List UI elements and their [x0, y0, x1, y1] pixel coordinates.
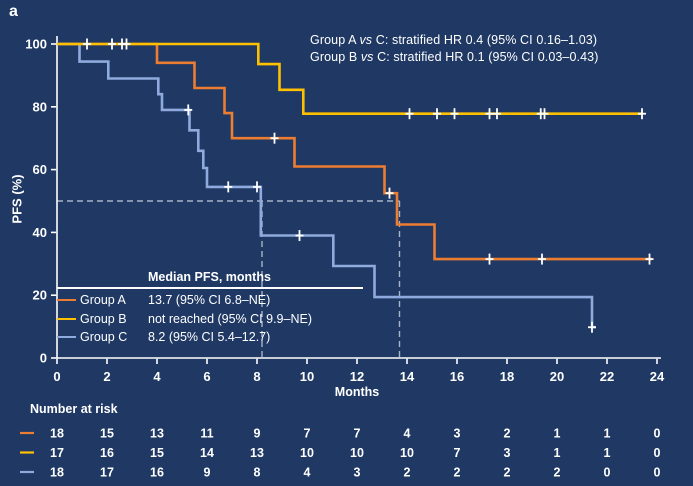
median-row-group-b: Group B not reached (95% CI 9.9–NE) — [57, 310, 363, 329]
group-b-line-swatch — [57, 317, 76, 320]
median-table-header: Median PFS, months — [148, 270, 271, 284]
annotation-text: C: stratified HR 0.4 (95% CI 0.16–1.03) — [372, 33, 598, 47]
risk-count: 4 — [304, 466, 311, 480]
risk-count: 15 — [150, 446, 164, 460]
y-tick-label: 60 — [33, 162, 47, 177]
x-tick-label: 18 — [500, 369, 514, 384]
risk-count: 2 — [554, 466, 561, 480]
y-tick-label: 100 — [25, 37, 47, 52]
annotation-vs: vs — [359, 33, 373, 47]
risk-count: 8 — [254, 466, 261, 480]
x-axis-label: Months — [334, 385, 380, 399]
median-row-group-c: Group C 8.2 (95% CI 5.4–12.7) — [57, 328, 363, 347]
risk-count: 2 — [504, 427, 511, 441]
group-label: Group B — [80, 311, 127, 326]
risk-count: 18 — [50, 427, 64, 441]
median-table-rule — [57, 287, 363, 289]
risk-count: 3 — [354, 466, 361, 480]
y-tick-label: 40 — [33, 225, 47, 240]
median-value: 8.2 (95% CI 5.4–12.7) — [148, 330, 271, 345]
x-tick-label: 2 — [103, 369, 110, 384]
risk-count: 1 — [554, 446, 561, 460]
survival-curve-group-b — [57, 42, 642, 115]
risk-count: 17 — [100, 466, 114, 480]
risk-count: 1 — [604, 446, 611, 460]
risk-count: 13 — [150, 427, 164, 441]
x-tick-label: 6 — [203, 369, 210, 384]
risk-count: 16 — [100, 446, 114, 460]
annotation-text: C: stratified HR 0.1 (95% CI 0.03–0.43) — [373, 50, 599, 64]
risk-count: 0 — [654, 466, 661, 480]
risk-count: 11 — [200, 427, 213, 441]
risk-count: 10 — [300, 446, 314, 460]
hr-annotation-b-vs-c: Group B vs C: stratified HR 0.1 (95% CI … — [310, 50, 598, 64]
risk-count: 7 — [304, 427, 311, 441]
panel-label: a — [9, 3, 18, 20]
risk-count: 0 — [654, 427, 661, 441]
y-tick-label: 80 — [33, 99, 47, 114]
x-tick-label: 14 — [400, 369, 415, 384]
x-tick-label: 22 — [600, 369, 614, 384]
risk-count: 4 — [404, 427, 411, 441]
x-tick-label: 4 — [153, 369, 161, 384]
risk-count: 16 — [150, 466, 164, 480]
y-tick-label: 0 — [40, 351, 47, 366]
median-row-group-a: Group A 13.7 (95% CI 6.8–NE) — [57, 291, 363, 310]
group-label: Group A — [80, 293, 126, 308]
survival-curve-group-c — [57, 42, 596, 329]
risk-count: 3 — [504, 446, 511, 460]
y-axis-label: PFS (%) — [9, 174, 25, 224]
risk-count: 0 — [604, 466, 611, 480]
risk-count: 14 — [200, 446, 214, 460]
risk-count: 9 — [254, 427, 261, 441]
x-tick-label: 12 — [350, 369, 364, 384]
x-tick-label: 10 — [300, 369, 314, 384]
x-tick-label: 20 — [550, 369, 564, 384]
median-pfs-table: Median PFS, months Group A 13.7 (95% CI … — [57, 270, 363, 347]
risk-count: 3 — [454, 427, 461, 441]
median-value: not reached (95% CI 9.9–NE) — [148, 311, 312, 326]
risk-count: 15 — [100, 427, 114, 441]
y-tick-label: 20 — [33, 288, 47, 303]
x-tick-label: 8 — [253, 369, 260, 384]
group-label: Group C — [80, 330, 128, 345]
annotation-text: Group A — [310, 33, 360, 47]
risk-count: 2 — [454, 466, 461, 480]
annotation-vs: vs — [360, 50, 374, 64]
risk-count: 2 — [504, 466, 511, 480]
survival-curve-group-a — [57, 42, 652, 261]
risk-count: 7 — [454, 446, 461, 460]
group-a-line-swatch — [57, 299, 76, 302]
number-at-risk-title: Number at risk — [30, 402, 118, 416]
median-value: 13.7 (95% CI 6.8–NE) — [148, 293, 271, 308]
risk-count: 10 — [350, 446, 364, 460]
risk-count: 2 — [404, 466, 411, 480]
annotation-text: Group B — [310, 50, 361, 64]
risk-count: 17 — [50, 446, 64, 460]
risk-count: 0 — [654, 446, 661, 460]
risk-count: 13 — [250, 446, 264, 460]
x-tick-label: 16 — [450, 369, 464, 384]
x-tick-label: 0 — [53, 369, 60, 384]
risk-count: 9 — [204, 466, 211, 480]
risk-count: 7 — [354, 427, 361, 441]
risk-count: 10 — [400, 446, 414, 460]
hr-annotation-a-vs-c: Group A vs C: stratified HR 0.4 (95% CI … — [310, 33, 597, 47]
risk-count: 18 — [50, 466, 64, 480]
group-c-line-swatch — [57, 336, 76, 339]
risk-count: 1 — [604, 427, 611, 441]
risk-count: 1 — [554, 427, 561, 441]
x-tick-label: 24 — [650, 369, 665, 384]
